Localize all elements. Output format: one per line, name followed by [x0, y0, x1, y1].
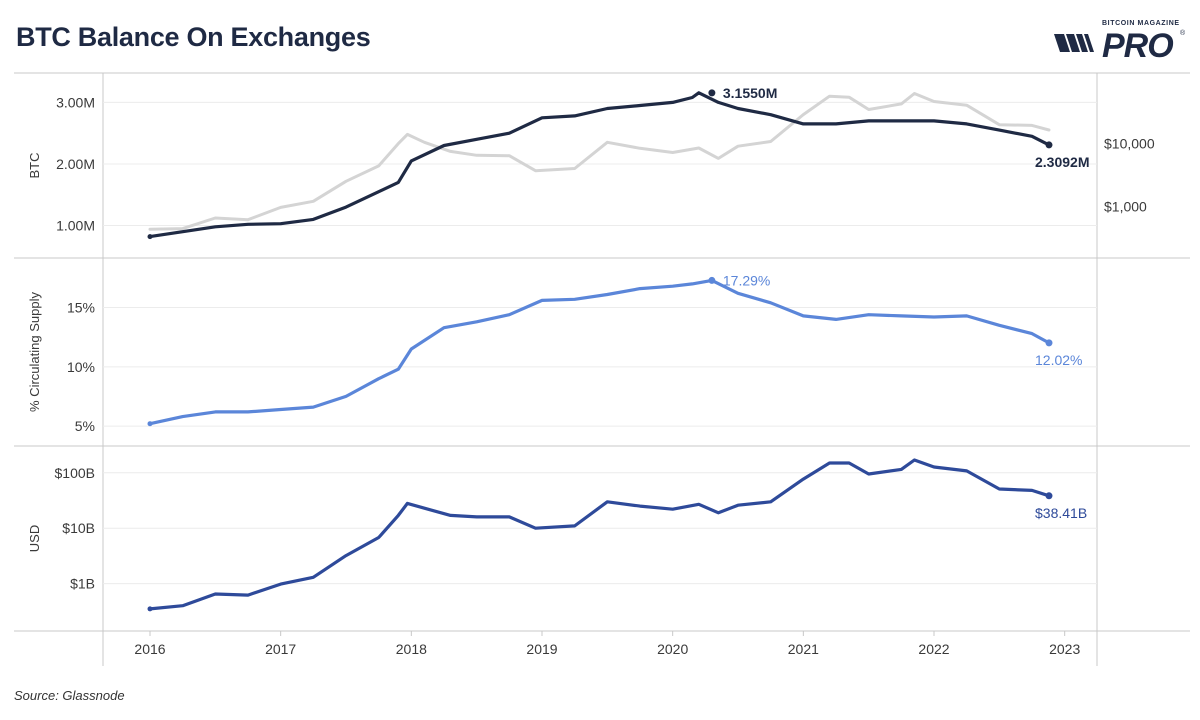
y-tick-label: 10% [67, 359, 95, 375]
y-tick-label: $10B [62, 520, 95, 536]
x-tick-label: 2018 [396, 641, 427, 657]
logo-top-text: BITCOIN MAGAZINE [1102, 20, 1180, 27]
end-value-label: 12.02% [1035, 352, 1082, 368]
secondary-y-tick-label: $10,000 [1104, 136, 1155, 152]
series-start-marker [147, 421, 153, 427]
y-tick-label: 2.00M [56, 156, 95, 172]
logo-main-text: PRO [1102, 27, 1174, 65]
y-tick-label: 15% [67, 300, 95, 316]
series-end-marker [1045, 141, 1053, 149]
source-note: Source: Glassnode [14, 688, 125, 703]
x-tick-label: 2022 [918, 641, 949, 657]
y-axis-label: % Circulating Supply [27, 292, 42, 412]
end-value-label: 2.3092M [1035, 154, 1089, 170]
y-tick-label: 5% [75, 418, 95, 434]
series-end-marker [1045, 492, 1053, 500]
series-line-price [148, 92, 1051, 231]
y-axis-label: USD [27, 525, 42, 552]
y-tick-label: $100B [55, 465, 95, 481]
y-tick-label: $1B [70, 576, 95, 592]
x-tick-label: 2020 [657, 641, 688, 657]
logo-stripes-icon [1054, 34, 1094, 52]
series-start-marker [147, 606, 153, 612]
chart-title: BTC Balance On Exchanges [16, 22, 371, 52]
series-line-balance [148, 91, 1051, 239]
series-start-marker [147, 234, 153, 240]
bitcoin-magazine-pro-logo: BITCOIN MAGAZINE PRO ® [1052, 20, 1192, 65]
y-axis-label: BTC [27, 153, 42, 179]
secondary-y-tick-label: $1,000 [1104, 198, 1147, 214]
x-tick-label: 2021 [788, 641, 819, 657]
peak-marker [708, 276, 716, 284]
end-value-label: $38.41B [1035, 505, 1087, 521]
logo-registered-mark: ® [1180, 30, 1186, 37]
y-tick-label: 1.00M [56, 218, 95, 234]
peak-label: 17.29% [723, 272, 770, 288]
peak-marker [708, 89, 716, 97]
x-tick-label: 2016 [134, 641, 165, 657]
chart-area: 2016 2017 2018 2019 2020 2021 2022 2023 1.00M 2.0… [14, 72, 1190, 666]
y-tick-label: 3.00M [56, 94, 95, 110]
series-end-marker [1045, 339, 1053, 347]
x-tick-label: 2023 [1049, 641, 1080, 657]
series-line-usd [148, 458, 1051, 611]
x-tick-label: 2017 [265, 641, 296, 657]
series-line-percent [148, 278, 1051, 426]
peak-label: 3.1550M [723, 85, 777, 101]
x-tick-label: 2019 [526, 641, 557, 657]
